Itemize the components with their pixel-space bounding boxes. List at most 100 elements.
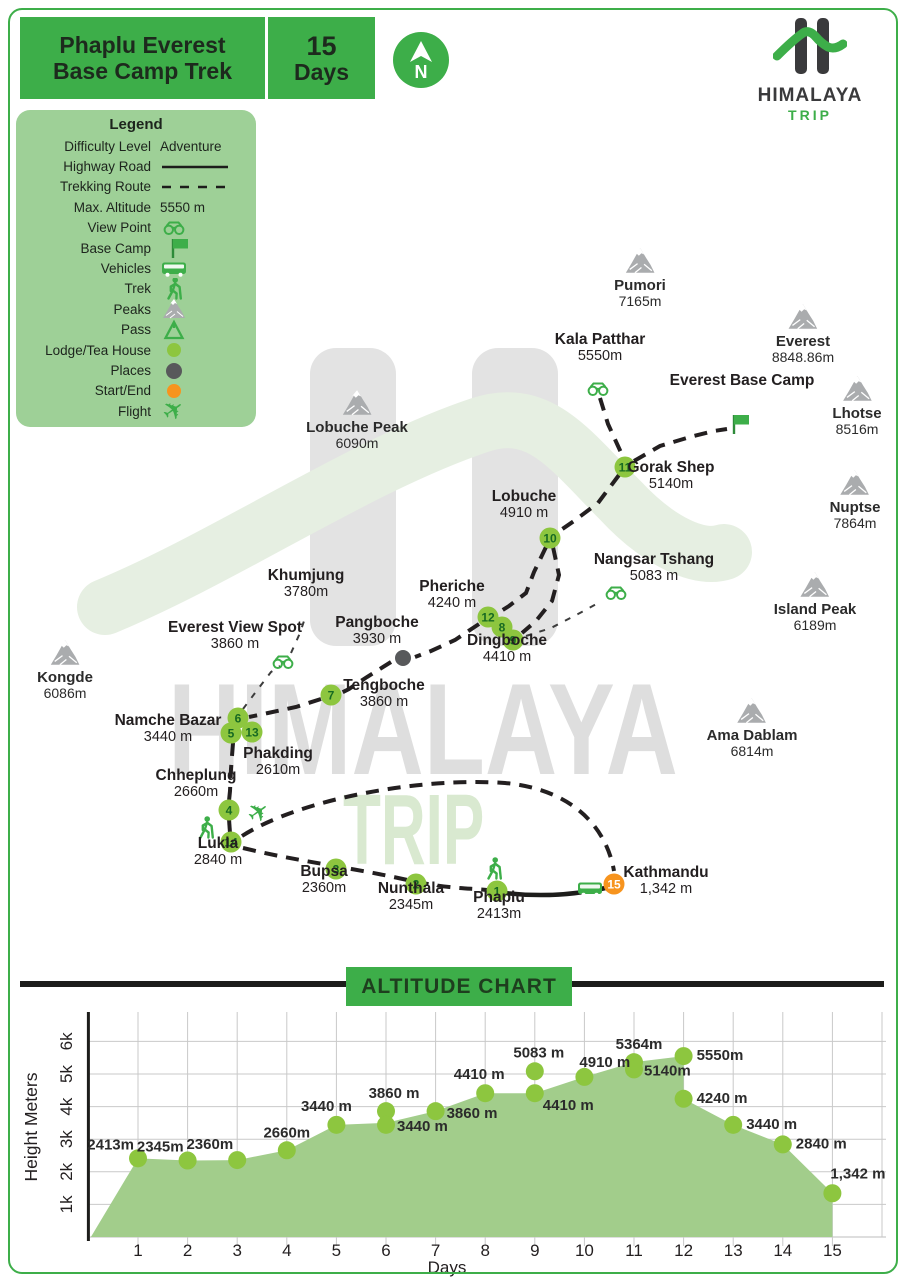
viewpoint-icon [272,655,294,669]
map-peak-label: Lobuche Peak 6090m [306,390,408,452]
peak-name: Lhotse [832,405,882,423]
trek-duration-badge: 15 Days [268,17,375,99]
stop-name: Phakding [243,745,313,762]
svg-text:8: 8 [499,620,506,634]
legend-label: Flight [117,403,151,419]
chart-y-tick: 6k [57,1032,76,1050]
place-dot-icon [395,650,411,666]
altitude-chart-title: ALTITUDE CHART [346,967,572,1006]
trek-title-text: Phaplu Everest Base Camp Trek [53,31,232,84]
map-stop-label: Phakding 2610m [243,745,313,778]
peak-name: Pumori [614,277,666,295]
svg-text:1: 1 [494,884,501,898]
lodge-dot-icon [167,343,181,358]
chart-x-tick: 14 [773,1241,792,1260]
legend-row: Vehicles [16,258,256,278]
stop-name: Pangboche [335,614,419,631]
peak-icon [800,572,830,598]
map-labels-layer: Kala Patthar 5550m Everest Base Camp Gorak … [37,248,882,921]
legend-row: Start/End [16,381,256,401]
chart-y-tick: 5k [57,1065,76,1083]
chart-point-label: 2345m [137,1139,184,1156]
legend-label: Base Camp [80,240,151,256]
map-stop-label: Tengboche 3860 m [343,677,425,710]
start-dot-icon [167,383,181,398]
chart-data-point [377,1102,395,1121]
logo-mountain-icon [772,18,848,74]
chart-data-point [674,1047,693,1066]
chart-data-point [476,1084,495,1103]
peak-name: Island Peak [773,601,857,619]
peak-icon [50,640,80,666]
chart-data-point [724,1115,743,1134]
peak-altitude: 6090m [335,435,379,452]
stop-altitude: 4410 m [482,648,532,665]
compass-svg: N [393,32,449,88]
svg-text:4: 4 [226,803,233,817]
svg-text:10: 10 [543,531,557,545]
map-stop-label: Pangboche 3930 m [335,614,419,647]
day-marker: 1 [486,880,508,902]
map-stop-label: Nangsar Tshang 5083 m [594,551,714,584]
svg-text:11: 11 [619,460,632,474]
map-stop-label: Lukla 2840 m [193,835,243,868]
svg-text:✈: ✈ [160,400,188,422]
legend-row: Flight ✈ [16,400,256,422]
trekking-route-path [556,473,621,534]
peak-name: Ama Dablam [706,727,798,745]
chart-x-tick: 5 [332,1241,341,1260]
legend-row: Base Camp [16,238,256,259]
chart-point-label: 5140m [644,1062,691,1079]
viewpoint-icon [163,221,185,235]
map-stop-label: Kathmandu 1,342 m [623,864,708,897]
stop-altitude: 2610m [255,761,301,778]
stop-name: Bupsa [300,863,348,880]
hiker-icon [487,857,502,880]
chart-data-point [426,1102,445,1121]
logo-wordmark: HIMALAYA [757,85,863,106]
viewpoint-icon [605,586,627,600]
chart-x-tick: 3 [232,1241,241,1260]
map-peak-label: Kongde 6086m [37,640,93,702]
chart-point-label: 4410 m [543,1097,594,1114]
legend-label: Peaks [113,301,151,317]
chart-data-point [625,1060,643,1079]
legend-row: Peaks [16,299,256,319]
logo-subtitle: TRIP [788,107,832,123]
peak-altitude: 7864m [833,515,877,532]
chart-x-tick: 1 [133,1241,142,1260]
chart-point-label: 2360m [186,1136,233,1153]
map-stop-label: Nunthala 2345m [378,880,444,913]
chart-point-label: 4410 m [454,1066,505,1083]
peak-icon [842,376,872,402]
legend-label: Max. Altitude [73,199,151,215]
map-peak-label: Ama Dablam 6814m [706,698,798,760]
peak-icon [788,304,818,330]
flag-icon [171,239,188,259]
chart-x-tick: 15 [823,1241,842,1260]
chart-x-tick: 9 [530,1241,539,1260]
svg-text:9: 9 [510,633,517,647]
peak-name: Everest [775,333,831,351]
legend-label: View Point [87,220,151,236]
legend-label: Start/End [94,383,151,399]
stop-altitude: 3860 m [359,693,409,710]
stop-altitude: 2345m [388,896,434,913]
day-marker: 7 [320,684,342,706]
chart-point-label: 5083 m [513,1044,564,1061]
stop-altitude: 5550m [577,347,623,364]
chart-data-point [575,1067,594,1086]
chart-point-label: 3860 m [369,1085,420,1102]
peak-altitude: 6814m [730,743,774,760]
svg-text:14: 14 [224,835,238,849]
stop-altitude: 2360m [301,879,347,896]
legend-row: Pass [16,319,256,340]
chart-data-point [277,1141,296,1160]
map-peak-label: Pumori 7165m [614,248,666,310]
trek-title: Phaplu Everest Base Camp Trek [20,17,265,99]
legend-title: Legend [109,116,163,133]
peak-altitude: 7165m [618,293,662,310]
map-stop-label: Kala Patthar 5550m [555,331,645,364]
stop-altitude: 2840 m [193,851,243,868]
